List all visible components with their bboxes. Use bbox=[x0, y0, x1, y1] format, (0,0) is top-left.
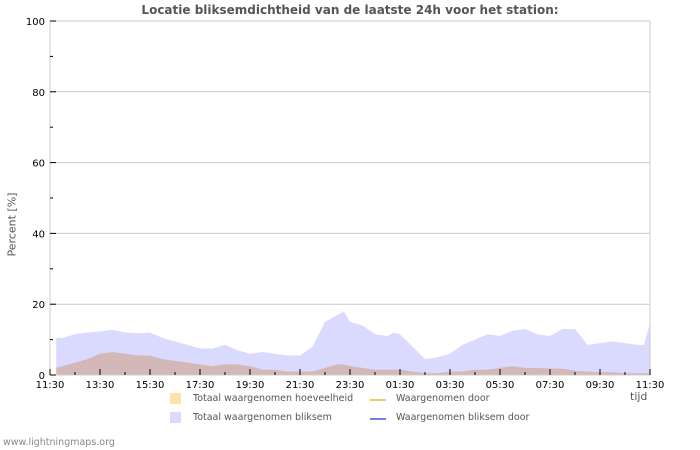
x-axis-unit: tijd bbox=[630, 390, 648, 403]
x-tick-label: 21:30 bbox=[286, 380, 315, 391]
area-hoeveelheid bbox=[56, 351, 650, 375]
x-tick-label: 11:30 bbox=[636, 380, 665, 391]
legend-label-bliksem: Totaal waargenomen bliksem bbox=[193, 412, 332, 423]
legend-swatch-hoeveelheid bbox=[170, 393, 181, 404]
legend: Totaal waargenomen hoeveelheid Waargenom… bbox=[170, 393, 570, 433]
x-tick-label: 03:30 bbox=[436, 380, 465, 391]
x-tick-label: 17:30 bbox=[186, 380, 215, 391]
legend-line-door bbox=[370, 399, 386, 401]
legend-label-bliksem-door: Waargenomen bliksem door bbox=[396, 412, 530, 423]
chart-title: Locatie bliksemdichtheid van de laatste … bbox=[141, 3, 559, 17]
y-tick-label: 0 bbox=[39, 371, 45, 382]
x-tick-label: 13:30 bbox=[86, 380, 115, 391]
x-tick-label: 15:30 bbox=[136, 380, 165, 391]
y-tick-label: 100 bbox=[26, 17, 45, 28]
legend-swatch-bliksem bbox=[170, 412, 181, 423]
x-tick-label: 01:30 bbox=[386, 380, 415, 391]
x-tick-label: 07:30 bbox=[536, 380, 565, 391]
x-tick-label: 19:30 bbox=[236, 380, 265, 391]
legend-label-door: Waargenomen door bbox=[396, 393, 490, 404]
y-tick-label: 60 bbox=[32, 159, 45, 170]
x-tick-label: 11:30 bbox=[36, 380, 65, 391]
x-tick-label: 05:30 bbox=[486, 380, 515, 391]
y-tick-label: 20 bbox=[32, 300, 45, 311]
y-tick-label: 40 bbox=[32, 229, 45, 240]
x-tick-label: 09:30 bbox=[586, 380, 615, 391]
footer-source: www.lightningmaps.org bbox=[3, 437, 115, 448]
area-bliksem bbox=[56, 311, 650, 375]
legend-label-hoeveelheid: Totaal waargenomen hoeveelheid bbox=[193, 393, 354, 404]
legend-line-bliksem-door bbox=[370, 418, 386, 420]
x-tick-label: 23:30 bbox=[336, 380, 365, 391]
y-tick-label: 80 bbox=[32, 88, 45, 99]
